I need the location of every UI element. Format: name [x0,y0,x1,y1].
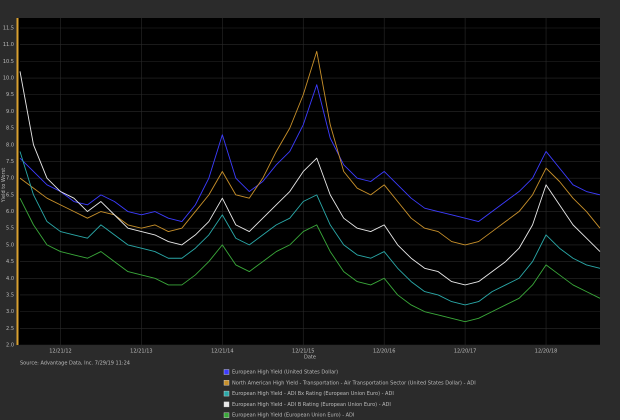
y-axis-label: Yield to Worst [1,168,7,203]
x-tick-label: 12/20/17 [454,349,476,355]
legend-swatch [223,401,230,408]
y-tick-label: 10.0 [3,76,14,82]
legend-swatch [223,369,230,375]
y-tick-label: 11.5 [3,26,14,32]
y-tick-label: 4.5 [6,259,14,265]
y-tick-label: 7.5 [6,159,14,165]
y-tick-label: 6.5 [6,192,14,198]
x-tick-label: 12/20/18 [535,349,557,355]
y-tick-label: 9.5 [6,92,14,98]
y-tick-label: 8.0 [6,142,14,148]
y-tick-label: 7.0 [6,176,14,182]
plot-area [18,18,600,345]
y-tick-label: 6.0 [6,209,14,215]
y-tick-label: 4.0 [6,276,14,282]
series-line [19,84,601,222]
x-tick-label: 12/21/14 [211,349,233,355]
legend-swatch [223,412,230,418]
legend-swatch [223,380,230,386]
x-tick-label: 12/21/13 [130,349,152,355]
legend-swatch [223,390,230,397]
axis-bar [16,18,19,345]
y-tick-label: 9.0 [6,109,14,115]
y-tick-label: 10.5 [3,59,14,65]
y-tick-label: 2.5 [6,326,14,332]
x-tick-label: 12/21/12 [49,349,71,355]
x-tick-label: 12/20/16 [373,349,395,355]
y-tick-label: 8.5 [6,126,14,132]
x-tick-label: 12/21/15 [292,349,314,355]
series-line [19,197,601,323]
legend-label: European High Yield (European Union Euro… [232,413,354,419]
series-line [19,151,601,306]
y-tick-label: 5.0 [6,242,14,248]
legend-label: European High Yield - ADI Bx Rating (Eur… [232,391,394,397]
source: Source: Advantage Data, Inc. 7/29/19 11:… [20,361,130,367]
y-tick-label: 2.0 [6,343,14,349]
x-axis-label: Date [304,355,316,361]
legend-label: European High Yield (United States Dolla… [232,370,338,376]
series-line [19,71,601,286]
y-tick-label: 3.5 [6,292,14,298]
legend-label: North American High Yield - Transportati… [232,380,476,386]
y-tick-label: 5.5 [6,226,14,232]
legend-label: European High Yield - ADI B Rating (Euro… [232,402,391,408]
y-tick-label: 3.0 [6,309,14,315]
y-tick-label: 11.0 [3,42,14,48]
